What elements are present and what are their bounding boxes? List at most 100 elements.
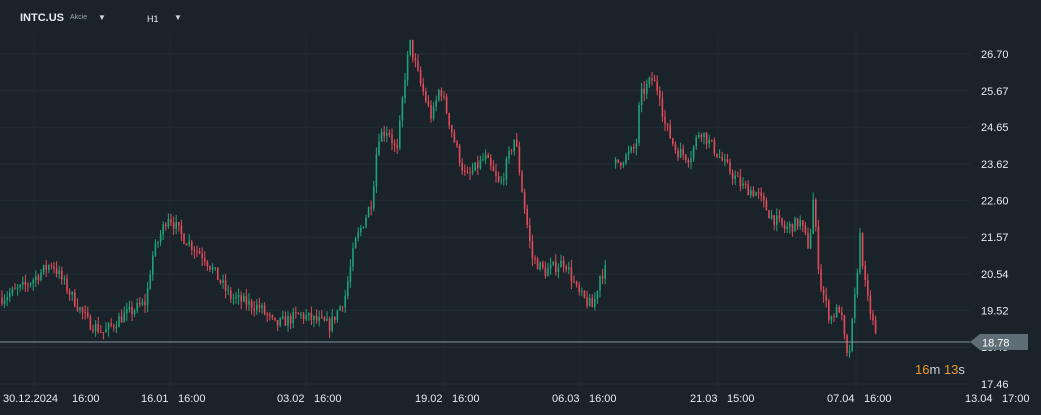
countdown-minutes-unit: m xyxy=(929,362,941,377)
candle-body xyxy=(76,306,79,311)
candle-body xyxy=(638,104,640,144)
candle-body xyxy=(331,316,333,331)
candle-body xyxy=(854,294,856,319)
candle-body xyxy=(271,315,274,318)
symbol-label[interactable]: INTC.US xyxy=(20,12,64,24)
candle-body xyxy=(193,249,196,251)
candle-body xyxy=(752,190,755,196)
candle-body xyxy=(711,139,713,141)
candle-body xyxy=(737,175,739,177)
candle-body xyxy=(820,269,822,290)
candle-body xyxy=(573,281,575,283)
candle-body xyxy=(791,223,794,232)
x-tick-label: 19.02 xyxy=(415,393,443,405)
candle-body xyxy=(448,113,450,126)
candle-body xyxy=(279,318,281,326)
candle-body xyxy=(354,237,357,249)
candle-body xyxy=(872,313,874,321)
candle-body xyxy=(367,207,370,218)
candle-body xyxy=(796,218,799,227)
candle-body xyxy=(648,77,651,85)
timeframe-dropdown-icon[interactable]: ▼ xyxy=(174,13,182,22)
candle-body xyxy=(768,210,770,219)
candle-body xyxy=(310,312,313,320)
candle-body xyxy=(144,301,146,306)
candle-body xyxy=(430,105,432,119)
candle-body xyxy=(729,162,731,173)
candle-body xyxy=(765,200,768,211)
candle-countdown: 16m 13s xyxy=(915,362,965,377)
candle-body xyxy=(217,267,219,281)
candle-body xyxy=(89,316,92,330)
x-tick-label: 16:00 xyxy=(864,393,892,405)
x-tick-label: 16.01 xyxy=(141,393,169,405)
candle-body xyxy=(295,311,297,314)
candle-body xyxy=(812,199,814,234)
candle-body xyxy=(672,138,674,144)
candle-body xyxy=(565,266,567,270)
candle-body xyxy=(690,158,692,163)
candle-body xyxy=(128,306,131,310)
current-price-tag: 18.78 xyxy=(970,334,1028,350)
candle-body xyxy=(6,297,8,300)
x-tick-label: 16:00 xyxy=(452,393,480,405)
candle-body xyxy=(750,190,752,196)
candle-body xyxy=(159,234,162,243)
candle-body xyxy=(484,154,487,160)
candle-body xyxy=(388,132,391,136)
candle-body xyxy=(495,171,497,176)
candle-body xyxy=(505,158,508,180)
candle-body xyxy=(846,334,848,353)
candle-body xyxy=(479,159,482,169)
candle-body xyxy=(344,296,346,308)
candle-body xyxy=(84,312,86,314)
candle-body xyxy=(3,299,6,304)
chart-grid xyxy=(0,34,970,390)
candle-body xyxy=(653,79,656,82)
candle-body xyxy=(66,278,68,292)
candle-body xyxy=(458,145,461,163)
countdown-seconds: 13 xyxy=(943,362,959,377)
asset-type-label: Akcie xyxy=(70,14,88,21)
candle-body xyxy=(445,96,448,114)
candle-body xyxy=(321,316,323,318)
symbol-dropdown-icon[interactable]: ▼ xyxy=(98,13,106,22)
candle-body xyxy=(552,261,554,265)
candle-body xyxy=(687,159,690,163)
candle-body xyxy=(100,331,102,333)
candle-body xyxy=(531,241,534,259)
candle-body xyxy=(11,288,14,294)
candle-body xyxy=(188,241,190,246)
candle-body xyxy=(833,316,835,318)
candle-body xyxy=(27,284,29,286)
candle-body xyxy=(115,327,118,329)
candle-body xyxy=(261,305,263,309)
candle-body xyxy=(451,125,453,133)
candle-body xyxy=(432,106,435,119)
x-tick-label: 16:00 xyxy=(178,393,206,405)
candle-body xyxy=(425,91,427,102)
candle-body xyxy=(204,258,206,262)
candle-body xyxy=(201,253,203,259)
candle-body xyxy=(744,183,747,185)
candle-body xyxy=(529,224,531,242)
candle-body xyxy=(536,259,539,270)
countdown-minutes: 16 xyxy=(915,362,930,377)
timeframe-label[interactable]: H1 xyxy=(147,14,159,24)
candle-body xyxy=(263,305,266,314)
candle-body xyxy=(269,315,271,317)
candle-body xyxy=(843,315,846,335)
candle-body xyxy=(718,156,721,158)
candle-body xyxy=(604,264,606,279)
candle-body xyxy=(315,315,318,321)
candle-body xyxy=(94,323,97,332)
candle-body xyxy=(708,139,710,144)
candle-body xyxy=(640,88,643,105)
candle-body xyxy=(178,222,180,226)
candle-body xyxy=(165,224,167,227)
candle-body xyxy=(685,154,687,160)
candle-body xyxy=(113,325,115,328)
candle-body xyxy=(497,175,500,182)
x-tick-label: 16:00 xyxy=(589,393,617,405)
